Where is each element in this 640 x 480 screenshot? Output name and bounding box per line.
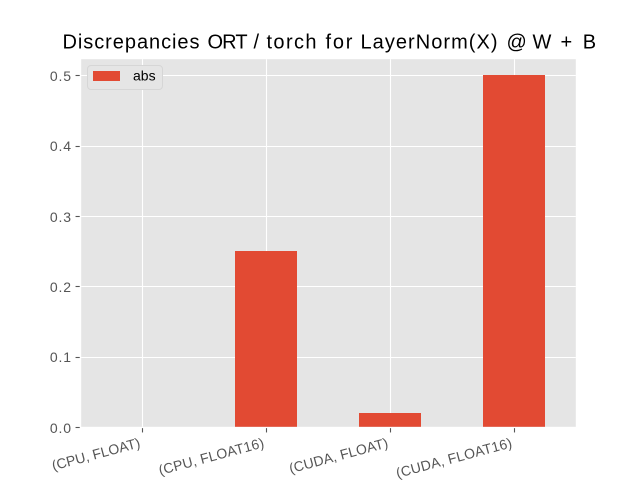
svg-text:abs: abs (133, 68, 156, 84)
svg-text:0.3: 0.3 (50, 209, 72, 225)
svg-text:0.0: 0.0 (50, 420, 72, 436)
svg-text:0.4: 0.4 (50, 138, 72, 154)
svg-text:0.1: 0.1 (50, 349, 72, 365)
svg-text:0.5: 0.5 (50, 68, 72, 84)
svg-text:0.2: 0.2 (50, 279, 72, 295)
